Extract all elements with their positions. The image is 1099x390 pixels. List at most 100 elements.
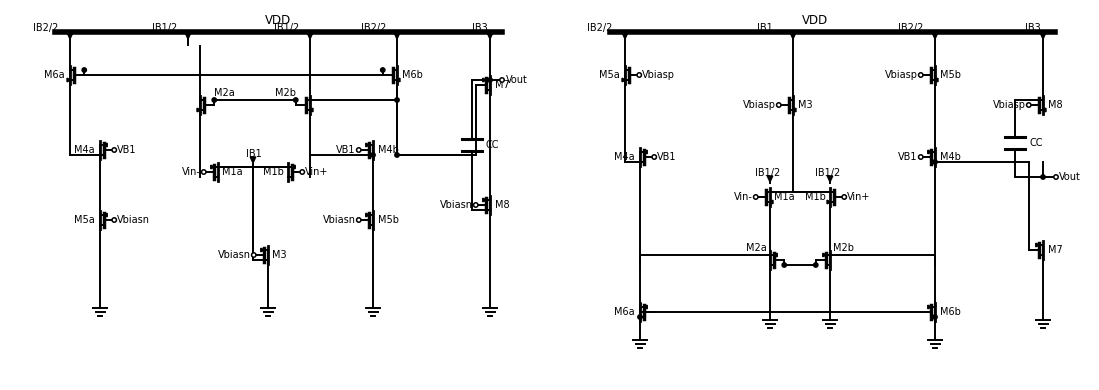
Circle shape (112, 148, 116, 152)
Text: Vbiasp: Vbiasp (992, 100, 1025, 110)
Circle shape (300, 170, 304, 174)
Text: Vbiasp: Vbiasp (743, 100, 776, 110)
Circle shape (500, 78, 504, 82)
Polygon shape (251, 157, 256, 163)
Text: IB3: IB3 (1025, 23, 1041, 33)
Circle shape (933, 315, 937, 319)
Text: IB1/2: IB1/2 (152, 23, 177, 33)
Text: VB1: VB1 (336, 145, 356, 155)
Text: M4b: M4b (378, 145, 399, 155)
Circle shape (1026, 103, 1031, 107)
Polygon shape (487, 33, 492, 39)
Circle shape (1041, 175, 1045, 179)
Polygon shape (643, 150, 647, 154)
Polygon shape (823, 253, 826, 257)
Text: M7: M7 (1048, 245, 1063, 255)
Polygon shape (67, 78, 71, 82)
Text: VB1: VB1 (118, 145, 136, 155)
Text: IB3: IB3 (471, 23, 488, 33)
Polygon shape (67, 33, 73, 39)
Text: Vin-: Vin- (734, 192, 753, 202)
Text: Vout: Vout (506, 75, 528, 85)
Circle shape (652, 155, 656, 159)
Polygon shape (366, 213, 369, 217)
Text: IB1/2: IB1/2 (815, 168, 841, 178)
Polygon shape (769, 200, 773, 204)
Text: VDD: VDD (802, 14, 829, 28)
Text: M5a: M5a (599, 70, 620, 80)
Circle shape (395, 153, 399, 157)
Text: M1b: M1b (263, 167, 284, 177)
Circle shape (637, 315, 642, 319)
Text: M8: M8 (1048, 100, 1063, 110)
Polygon shape (828, 176, 833, 182)
Circle shape (293, 98, 298, 102)
Circle shape (933, 160, 937, 164)
Polygon shape (928, 305, 932, 309)
Polygon shape (103, 213, 108, 217)
Polygon shape (260, 248, 265, 252)
Text: VB1: VB1 (657, 152, 677, 162)
Text: VB1: VB1 (898, 152, 918, 162)
Circle shape (112, 218, 116, 222)
Text: Vin+: Vin+ (306, 167, 329, 177)
Circle shape (356, 218, 360, 222)
Text: IB1: IB1 (246, 149, 262, 159)
Polygon shape (622, 33, 628, 39)
Text: IB2/2: IB2/2 (360, 23, 387, 33)
Circle shape (201, 170, 206, 174)
Polygon shape (482, 198, 487, 202)
Polygon shape (767, 176, 773, 182)
Polygon shape (774, 253, 777, 257)
Text: M2b: M2b (833, 243, 854, 253)
Polygon shape (309, 108, 313, 112)
Circle shape (637, 73, 642, 77)
Text: M7: M7 (495, 80, 510, 90)
Polygon shape (308, 33, 313, 39)
Circle shape (356, 148, 360, 152)
Text: M4a: M4a (75, 145, 95, 155)
Polygon shape (366, 143, 369, 147)
Polygon shape (395, 33, 400, 39)
Text: M6a: M6a (614, 307, 635, 317)
Circle shape (252, 253, 256, 257)
Text: M2a: M2a (214, 88, 235, 98)
Text: M6b: M6b (402, 70, 423, 80)
Text: M5b: M5b (940, 70, 961, 80)
Text: IB1/2: IB1/2 (274, 23, 299, 33)
Polygon shape (482, 78, 487, 82)
Polygon shape (790, 33, 796, 39)
Text: Vbiasn: Vbiasn (118, 215, 151, 225)
Text: Vbiasn: Vbiasn (323, 215, 356, 225)
Polygon shape (1035, 243, 1040, 247)
Polygon shape (928, 150, 932, 154)
Polygon shape (396, 78, 400, 82)
Text: Vin-: Vin- (181, 167, 201, 177)
Polygon shape (1041, 33, 1046, 39)
Circle shape (842, 195, 846, 199)
Polygon shape (186, 33, 191, 39)
Text: M4a: M4a (614, 152, 635, 162)
Polygon shape (291, 165, 296, 169)
Text: M1b: M1b (806, 192, 826, 202)
Circle shape (782, 263, 787, 267)
Text: M3: M3 (798, 100, 812, 110)
Circle shape (370, 153, 375, 157)
Circle shape (474, 203, 478, 207)
Circle shape (754, 195, 758, 199)
Text: VDD: VDD (265, 14, 291, 28)
Text: M8: M8 (495, 200, 510, 210)
Polygon shape (932, 33, 937, 39)
Circle shape (777, 103, 781, 107)
Circle shape (919, 155, 923, 159)
Text: M6a: M6a (44, 70, 65, 80)
Circle shape (1054, 175, 1058, 179)
Text: CC: CC (1029, 138, 1043, 148)
Polygon shape (828, 200, 831, 204)
Text: M1a: M1a (222, 167, 243, 177)
Polygon shape (643, 305, 647, 309)
Text: M5b: M5b (378, 215, 399, 225)
Circle shape (488, 78, 492, 82)
Circle shape (380, 68, 385, 72)
Text: M5a: M5a (75, 215, 95, 225)
